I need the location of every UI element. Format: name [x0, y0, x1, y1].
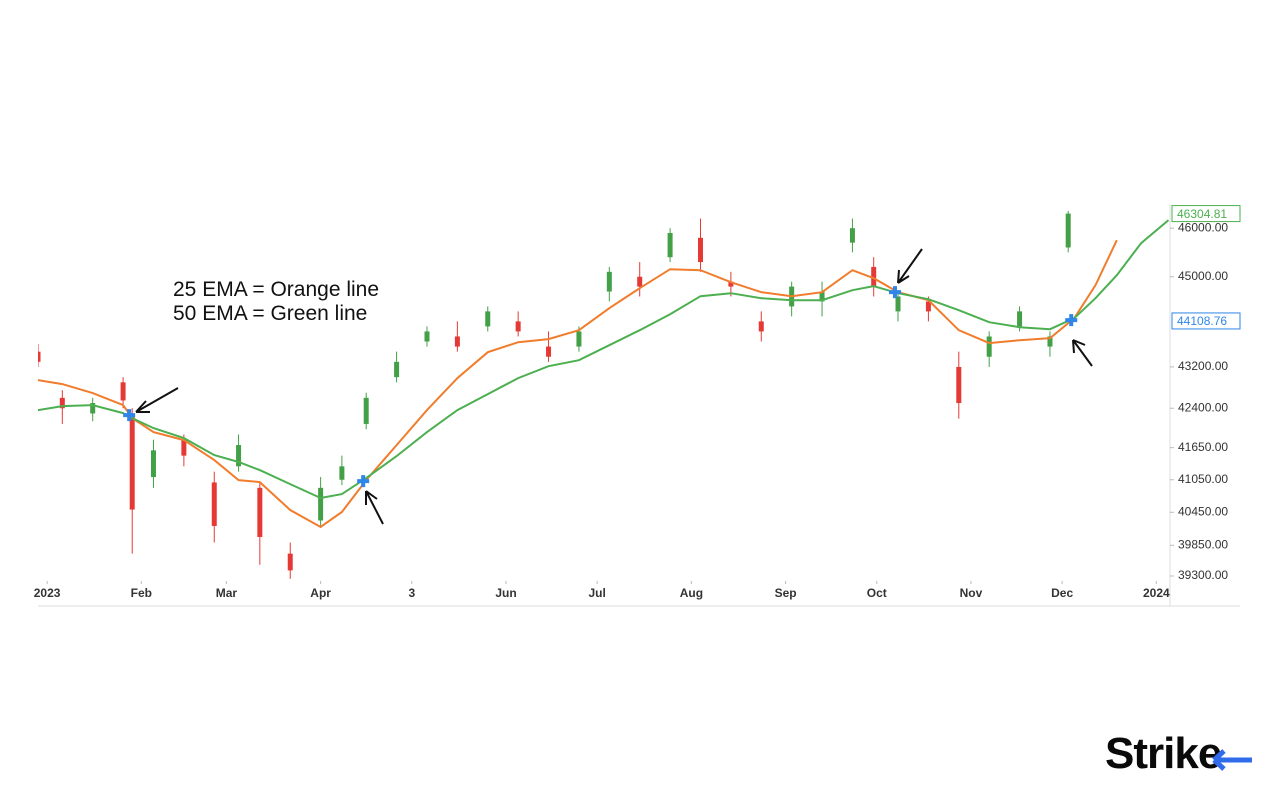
- x-tick-label: Sep: [775, 586, 797, 600]
- crossover-marker: [123, 409, 136, 422]
- candle-body: [1017, 311, 1023, 327]
- candle-body: [339, 466, 345, 480]
- candle-body: [38, 351, 41, 362]
- x-tick-label: 2024: [1143, 586, 1170, 600]
- candle-body: [150, 450, 156, 478]
- crossover-marker: [357, 475, 370, 488]
- candle-body: [211, 482, 217, 526]
- arrow: [897, 248, 923, 284]
- annotation: 25 EMA = Orange line: [173, 278, 379, 301]
- candle-body: [606, 271, 612, 292]
- ema-line: [38, 239, 1118, 529]
- candle-body: [424, 331, 430, 342]
- crossover-marker: [1065, 314, 1078, 327]
- candle-body: [90, 403, 96, 414]
- y-tick-label: 41650.00: [1178, 440, 1228, 454]
- candle-body: [318, 487, 324, 521]
- candle-body: [1047, 336, 1053, 347]
- price-label: 46304.81: [1177, 207, 1227, 221]
- candle-body: [515, 321, 521, 332]
- candle-body: [129, 413, 135, 510]
- candle-body: [758, 321, 764, 332]
- x-tick-label: 3: [408, 586, 415, 600]
- candle-body: [394, 361, 400, 378]
- logo-arrow: [1212, 749, 1252, 771]
- candle-body: [454, 336, 460, 347]
- x-tick-label: Jul: [588, 586, 605, 600]
- candle-body: [546, 346, 552, 357]
- candle-body: [986, 336, 992, 357]
- candle-body: [59, 397, 65, 409]
- plot: [38, 210, 1170, 579]
- x-tick-label: Apr: [310, 586, 331, 600]
- candle-body: [697, 237, 703, 263]
- y-tick-label: 46000.00: [1178, 220, 1228, 234]
- x-tick-label: Feb: [131, 586, 152, 600]
- candle-body: [637, 276, 643, 287]
- x-tick-label: Mar: [216, 586, 238, 600]
- arrow: [1072, 339, 1093, 367]
- candle-body: [1065, 213, 1071, 248]
- y-tick-label: 42400.00: [1178, 400, 1228, 414]
- y-tick-label: 40450.00: [1178, 504, 1228, 518]
- x-tick-label: Jun: [495, 586, 516, 600]
- candle-body: [485, 311, 491, 327]
- price-badge: [1171, 312, 1241, 330]
- y-tick-label: 41050.00: [1178, 472, 1228, 486]
- price-badge: [1171, 205, 1241, 223]
- crossover-marker: [888, 286, 901, 299]
- candle-body: [871, 266, 877, 287]
- arrows: [135, 248, 1093, 525]
- candle-body: [363, 397, 369, 424]
- candle-body: [181, 439, 187, 456]
- candle-body: [956, 366, 962, 404]
- candle-body: [576, 331, 582, 347]
- y-tick-label: 45000.00: [1178, 269, 1228, 283]
- candle-body: [257, 487, 263, 537]
- candle-body: [120, 382, 126, 401]
- candle-body: [895, 296, 901, 312]
- y-tick-label: 43200.00: [1178, 359, 1228, 373]
- y-tick-label: 39850.00: [1178, 537, 1228, 551]
- arrow: [365, 490, 384, 525]
- ema-line: [38, 219, 1170, 500]
- x-tick-label: 2023: [34, 586, 61, 600]
- x-tick-label: Oct: [867, 586, 887, 600]
- candle-body: [667, 232, 673, 258]
- x-tick-label: Dec: [1051, 586, 1073, 600]
- candle-body: [819, 291, 825, 302]
- arrow: [135, 387, 179, 413]
- candle-body: [925, 301, 931, 312]
- price-label: 44108.76: [1177, 314, 1227, 328]
- candle-body: [728, 281, 734, 287]
- candle-body: [287, 553, 293, 571]
- x-tick-label: Nov: [960, 586, 983, 600]
- x-tick-label: Aug: [680, 586, 703, 600]
- logo: Strike: [1105, 729, 1221, 778]
- candle-body: [236, 445, 242, 467]
- candle-body: [849, 228, 855, 243]
- y-tick-label: 39300.00: [1178, 568, 1228, 582]
- annotation: 50 EMA = Green line: [173, 302, 367, 325]
